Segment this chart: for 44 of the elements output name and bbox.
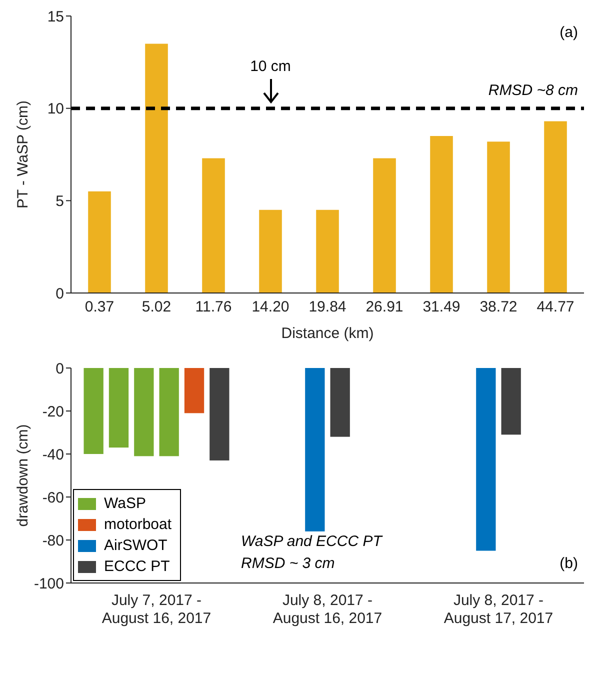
y-tick-label: -80 — [42, 532, 64, 550]
bar — [259, 210, 282, 293]
bar — [88, 191, 111, 293]
bar — [373, 158, 396, 293]
y-tick-label: -40 — [42, 446, 64, 464]
y-tick-label: 5 — [56, 192, 64, 210]
x-tick-label: 31.49 — [422, 298, 460, 316]
x-tick-label: 14.20 — [252, 298, 290, 316]
annotation: (b) — [560, 555, 578, 572]
legend-label: WaSP — [104, 494, 146, 514]
annotation: RMSD ~ 3 cm — [241, 555, 335, 572]
bar — [316, 210, 339, 293]
y-tick-label: 10 — [47, 100, 64, 118]
x-tick-label: 26.91 — [366, 298, 404, 316]
legend-label: AirSWOT — [104, 536, 168, 556]
bar — [544, 121, 567, 293]
y-tick-label: 15 — [47, 8, 64, 26]
y-tick-label: -100 — [34, 575, 64, 592]
y-axis-title: PT - WaSP (cm) — [14, 100, 32, 209]
annotation: (a) — [560, 24, 578, 41]
bar — [487, 142, 510, 293]
x-tick-label: 38.72 — [480, 298, 518, 316]
y-tick-label: 0 — [56, 360, 64, 378]
bar — [145, 44, 168, 293]
x-tick-label: July 8, 2017 - August 17, 2017 — [444, 592, 554, 627]
y-axis-title: drawdown (cm) — [14, 424, 32, 527]
x-tick-label: 19.84 — [308, 298, 346, 316]
x-tick-label: July 7, 2017 - August 16, 2017 — [102, 592, 212, 627]
x-tick-label: 11.76 — [195, 298, 232, 316]
annotation: WaSP and ECCC PT — [241, 533, 382, 550]
x-tick-label: 44.77 — [536, 298, 574, 316]
y-tick-label: -60 — [42, 489, 64, 506]
annotation: RMSD ~8 cm — [488, 82, 578, 100]
legend-label: motorboat — [104, 515, 172, 535]
bar — [430, 136, 453, 293]
x-tick-label: 5.02 — [142, 298, 172, 316]
x-tick-label: 0.37 — [84, 298, 114, 316]
bar — [202, 158, 225, 293]
annotation: 10 cm — [250, 58, 291, 76]
y-tick-label: -20 — [42, 403, 64, 420]
x-axis-title: Distance (km) — [281, 325, 374, 342]
x-tick-label: July 8, 2017 - August 16, 2017 — [272, 592, 382, 627]
legend-label: ECCC PT — [104, 557, 170, 577]
y-tick-label: 0 — [56, 285, 64, 302]
